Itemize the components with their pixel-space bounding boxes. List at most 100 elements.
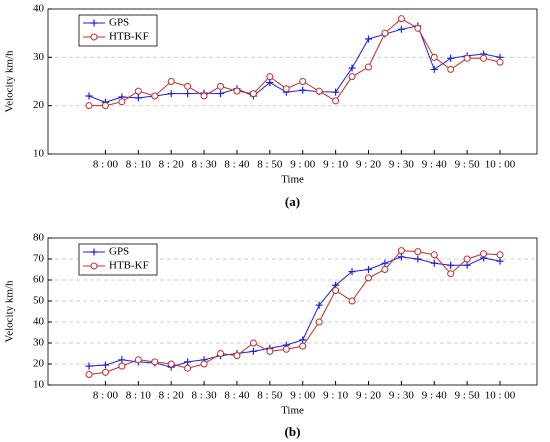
y-axis-label: Velocity km/h <box>4 280 16 343</box>
x-tick-label: 9 : 30 <box>389 390 415 402</box>
point <box>184 364 192 372</box>
point <box>299 78 307 85</box>
x-tick-label: 9 : 10 <box>323 159 349 171</box>
caption: (a) <box>285 194 300 209</box>
x-tick-label: 9 : 20 <box>356 159 382 171</box>
y-tick-label: 20 <box>33 99 45 111</box>
point <box>332 287 340 294</box>
point <box>85 362 93 370</box>
y-tick-label: 30 <box>33 337 45 349</box>
legend-marker <box>90 248 98 256</box>
point <box>233 87 241 95</box>
point <box>282 85 290 93</box>
point <box>348 64 356 72</box>
y-tick-label: 80 <box>33 232 45 244</box>
point <box>266 73 274 81</box>
point <box>101 361 109 369</box>
x-tick-label: 9 : 50 <box>455 159 481 171</box>
point <box>299 336 307 344</box>
legend-label: HTB-KF <box>109 260 149 272</box>
x-tick-label: 9 : 50 <box>455 390 481 402</box>
point <box>249 339 257 347</box>
point <box>381 266 389 273</box>
point <box>332 97 340 105</box>
point <box>249 347 257 355</box>
point <box>496 251 504 259</box>
x-tick-label: 8 : 00 <box>93 159 119 171</box>
point <box>348 297 356 305</box>
point <box>167 78 175 85</box>
y-tick-label: 30 <box>33 51 45 63</box>
point <box>167 360 175 368</box>
legend-marker <box>90 33 98 41</box>
x-tick-label: 8 : 10 <box>126 390 152 402</box>
point <box>315 318 323 326</box>
point <box>463 261 471 269</box>
x-tick-label: 9 : 20 <box>356 390 382 402</box>
y-tick-label: 50 <box>33 295 45 307</box>
point <box>151 358 159 366</box>
point <box>101 368 109 376</box>
x-tick-label: 9 : 00 <box>290 159 316 171</box>
legend-label: GPS <box>109 246 129 258</box>
plot-frame <box>47 8 538 155</box>
point <box>480 54 488 62</box>
point <box>200 360 208 368</box>
x-axis-label: Time <box>281 174 304 186</box>
x-tick-label: 8 : 40 <box>224 390 250 402</box>
legend-box <box>78 14 158 47</box>
legend-box <box>78 243 158 276</box>
point <box>348 268 356 276</box>
x-tick-label: 8 : 40 <box>224 159 250 171</box>
point <box>134 356 142 364</box>
point <box>364 266 372 273</box>
point <box>496 257 504 265</box>
point <box>217 90 225 98</box>
point <box>118 356 126 364</box>
point <box>348 73 356 81</box>
point <box>184 90 192 98</box>
y-tick-label: 40 <box>33 3 45 15</box>
point <box>134 87 142 95</box>
point <box>332 88 340 96</box>
point <box>397 253 405 261</box>
point <box>134 94 142 102</box>
x-tick-label: 10 : 00 <box>485 159 516 171</box>
point <box>430 53 438 61</box>
y-tick-label: 20 <box>33 358 45 370</box>
point <box>299 86 307 94</box>
point <box>463 255 471 263</box>
legend-marker <box>90 262 98 270</box>
point <box>364 35 372 43</box>
x-tick-label: 9 : 10 <box>323 390 349 402</box>
point <box>480 250 488 258</box>
point <box>85 92 93 100</box>
y-tick-label: 10 <box>33 379 45 391</box>
legend-label: GPS <box>109 17 129 29</box>
point <box>364 63 372 71</box>
x-tick-label: 8 : 20 <box>159 159 185 171</box>
point <box>118 362 126 370</box>
point <box>430 259 438 267</box>
point <box>381 259 389 267</box>
y-tick-label: 60 <box>33 274 45 286</box>
point <box>266 347 274 355</box>
point <box>217 82 225 90</box>
x-tick-label: 8 : 50 <box>257 159 283 171</box>
point <box>184 358 192 366</box>
point <box>430 65 438 73</box>
point <box>233 352 241 360</box>
y-axis-label: Velocity km/h <box>4 50 16 113</box>
x-tick-label: 8 : 20 <box>159 390 185 402</box>
y-tick-label: 70 <box>33 253 45 265</box>
x-tick-label: 9 : 40 <box>422 390 448 402</box>
point <box>200 92 208 100</box>
point <box>167 90 175 98</box>
point <box>414 255 422 263</box>
x-axis-label: Time <box>281 405 304 417</box>
point <box>364 274 372 282</box>
point <box>397 25 405 33</box>
point <box>414 24 422 32</box>
point <box>101 102 109 110</box>
